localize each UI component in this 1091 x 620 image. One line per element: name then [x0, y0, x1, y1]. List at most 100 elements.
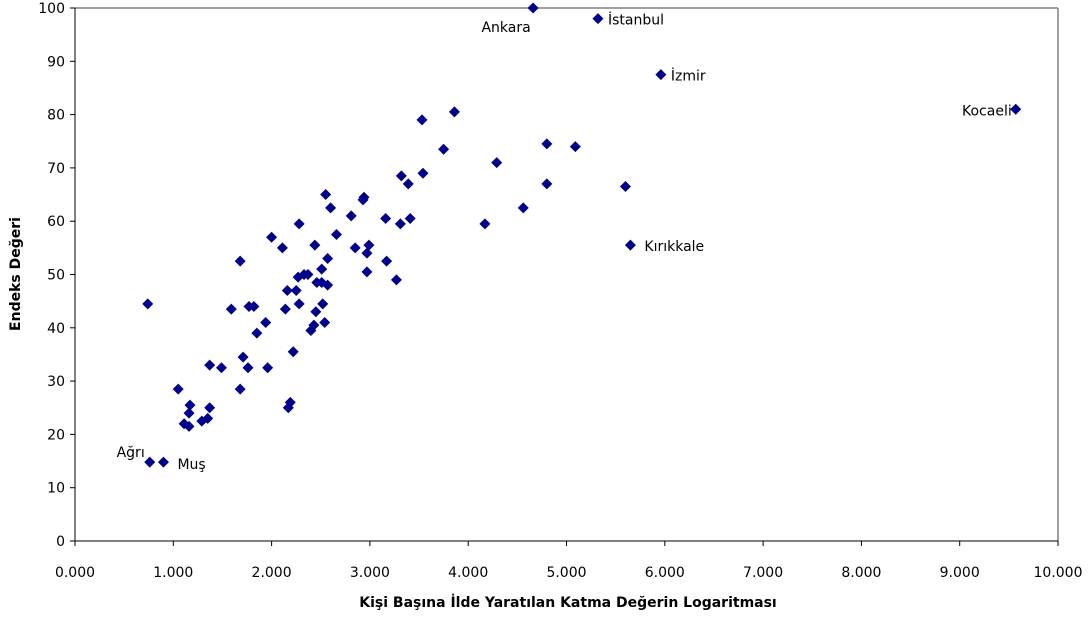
data-point-marker [242, 362, 254, 374]
data-point-marker [404, 213, 416, 225]
data-point-marker [225, 303, 237, 315]
data-point-marker [204, 402, 216, 414]
data-point-marker [655, 69, 667, 81]
data-point-marker [279, 303, 291, 315]
y-tick-label: 10 [47, 481, 65, 497]
data-point-marker [322, 253, 334, 265]
x-axis-title: Kişi Başına İlde Yaratılan Katma Değerin… [359, 594, 776, 611]
data-point-marker [319, 316, 331, 328]
x-tick-label: 7.000 [743, 565, 783, 581]
data-point-marker [183, 420, 195, 432]
data-point-marker [527, 2, 539, 14]
data-point-marker [284, 396, 296, 408]
point-label: Ağrı [117, 445, 145, 461]
data-point-marker [330, 229, 342, 241]
data-point-marker [438, 143, 450, 155]
data-point-marker [363, 239, 375, 251]
data-point-marker [1010, 103, 1022, 115]
data-point-marker [310, 306, 322, 318]
data-point-marker [204, 359, 216, 371]
y-tick-label: 40 [47, 321, 65, 337]
data-point-marker [290, 284, 302, 296]
data-point-marker [325, 202, 337, 214]
data-point-marker [592, 13, 604, 25]
y-tick-label: 50 [47, 268, 65, 284]
data-point-marker [380, 213, 392, 225]
data-point-marker [262, 362, 274, 374]
data-point-marker [302, 269, 314, 280]
data-point-marker [293, 218, 305, 230]
x-tick-label: 9.000 [940, 565, 980, 581]
data-point-marker [491, 157, 503, 169]
x-tick-label: 0.000 [55, 565, 95, 581]
y-tick-label: 60 [47, 214, 65, 230]
data-point-marker [322, 279, 334, 291]
x-tick-label: 2.000 [252, 565, 292, 581]
data-point-marker [183, 407, 195, 419]
y-tick-label: 70 [47, 161, 65, 177]
data-point-marker [142, 298, 154, 310]
y-tick-label: 100 [38, 1, 65, 17]
x-tick-label: 4.000 [448, 565, 488, 581]
point-label: İstanbul [608, 11, 664, 29]
data-point-marker [402, 178, 414, 190]
data-point-marker [345, 210, 357, 222]
data-point-marker [281, 284, 293, 296]
data-point-marker [358, 191, 370, 203]
data-point-marker [381, 255, 393, 267]
data-point-marker [619, 181, 631, 193]
y-tick-label: 20 [47, 427, 65, 443]
data-point-marker [541, 138, 553, 150]
data-point-marker [317, 298, 329, 310]
point-label: Muş [177, 457, 205, 473]
data-point-marker [390, 274, 402, 286]
data-point-marker [248, 300, 260, 312]
point-label: Ankara [481, 20, 530, 36]
y-tick-label: 30 [47, 374, 65, 390]
x-tick-label: 3.000 [350, 565, 390, 581]
data-point-marker [251, 327, 263, 339]
data-point-marker [144, 456, 156, 468]
x-tick-label: 5.000 [546, 565, 586, 581]
y-tick-label: 80 [47, 108, 65, 124]
data-point-marker [517, 202, 529, 214]
data-point-marker [293, 298, 305, 310]
data-point-marker [361, 266, 373, 278]
data-point-marker [417, 167, 429, 179]
data-points [142, 2, 1022, 468]
data-point-marker [349, 242, 361, 254]
data-point-marker [276, 242, 288, 254]
data-point-marker [237, 351, 249, 363]
y-tick-label: 90 [47, 54, 65, 70]
data-point-marker [624, 239, 636, 251]
axes: 0 10 20 30 40 50 60 70 80 90 100 0.000 1.000 2.000 3.0… [38, 1, 1082, 581]
data-point-marker [416, 114, 428, 126]
data-point-marker [215, 362, 227, 374]
data-point-marker [448, 106, 460, 118]
data-point-marker [316, 263, 328, 275]
data-point-marker [172, 383, 184, 395]
data-point-marker [260, 316, 272, 328]
y-axis-title: Endeks Değeri [8, 217, 24, 331]
data-point-marker [234, 255, 246, 267]
data-point-marker [287, 346, 299, 358]
data-point-marker [234, 383, 246, 395]
data-point-marker [266, 231, 278, 243]
x-tick-label: 8.000 [841, 565, 881, 581]
data-point-marker [541, 178, 553, 190]
data-point-marker [308, 319, 320, 331]
data-point-marker [184, 399, 196, 411]
x-tick-label: 6.000 [645, 565, 685, 581]
data-point-marker [569, 141, 581, 153]
point-label: Kırıkkale [644, 239, 704, 255]
y-tick-label: 0 [56, 534, 65, 550]
data-point-marker [309, 239, 321, 251]
point-label: Kocaeli [962, 103, 1012, 119]
data-point-marker [479, 218, 491, 230]
data-point-marker [320, 189, 332, 201]
x-tick-label: 1.000 [153, 565, 193, 581]
data-point-marker [361, 247, 373, 259]
point-label: İzmir [671, 67, 706, 85]
data-point-marker [157, 456, 169, 468]
